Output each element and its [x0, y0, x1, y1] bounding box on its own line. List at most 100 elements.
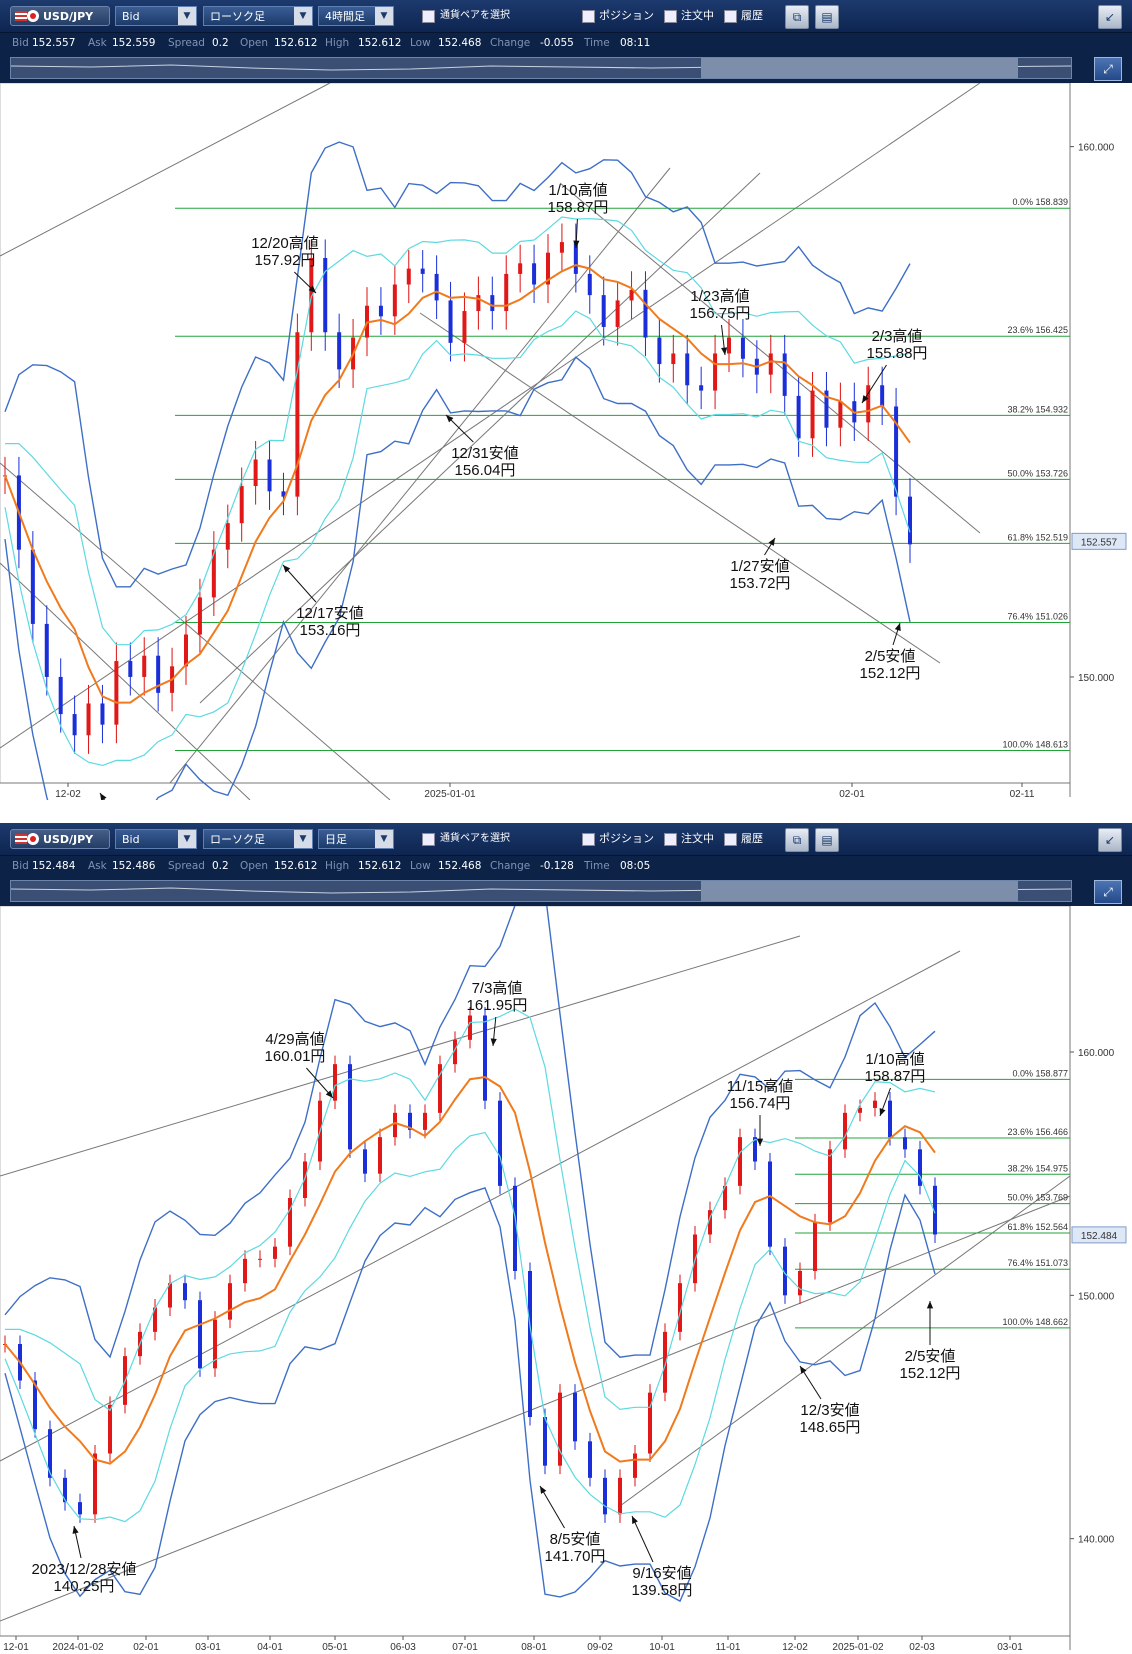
candle-body — [629, 289, 634, 301]
candle-body — [723, 1185, 727, 1211]
fibonacci-label: 38.2% 154.932 — [1007, 404, 1068, 414]
chart-area[interactable]: 160.000 150.000 12-02 2025-01-01 02-01 02-11 0… — [0, 82, 1132, 879]
timeframe-select[interactable]: 4時間足 ▼ — [318, 6, 394, 26]
annotation-date: 7/3高値 — [472, 980, 523, 997]
price-type-select[interactable]: Bid ▼ — [115, 6, 197, 26]
candle-body — [648, 1392, 652, 1454]
candle-body — [434, 273, 439, 301]
checkbox[interactable] — [582, 833, 595, 846]
annotation-arrowhead — [446, 415, 454, 423]
annotation-price: 156.75円 — [690, 305, 751, 322]
chart-type-select[interactable]: ローソク足 ▼ — [203, 829, 313, 849]
annotation-arrowhead — [926, 1301, 934, 1309]
chart-toolbar: USD/JPY Bid ▼ ローソク足 ▼ 日足 ▼ 通貨ペアを選択 ポジション 注文… — [0, 823, 1132, 856]
candle-body — [295, 332, 300, 497]
navigator-track[interactable] — [10, 57, 1072, 79]
fibonacci-label: 76.4% 151.026 — [1007, 612, 1068, 622]
annotation-date: 12/17安値 — [296, 605, 364, 622]
annotation-arrowhead — [72, 1526, 79, 1534]
currency-pair-button[interactable]: USD/JPY — [10, 6, 110, 26]
chart-window-icon[interactable]: ⧉ — [785, 828, 809, 852]
fibonacci-label: 76.4% 151.073 — [1007, 1258, 1068, 1268]
candle-body — [782, 353, 787, 396]
candle-body — [546, 252, 550, 285]
checkbox[interactable] — [664, 833, 677, 846]
orders-checkbox[interactable]: 注文中 — [664, 6, 724, 26]
timeframe-select[interactable]: 日足 ▼ — [318, 829, 394, 849]
annotation-date: 2023/12/28安値 — [31, 1561, 136, 1578]
select-pair-checkbox[interactable]: 通貨ペアを選択 — [422, 6, 552, 26]
annotation-date: 11/15高値 — [727, 1078, 793, 1095]
annotation-price: 156.04円 — [455, 462, 516, 479]
history-checkbox[interactable]: 履歴 — [724, 829, 774, 849]
collapse-icon[interactable]: ↙ — [1098, 5, 1122, 29]
navigator-window[interactable] — [701, 881, 1018, 901]
collapse-icon[interactable]: ↙ — [1098, 828, 1122, 852]
annotation-date: 12/31安値 — [451, 445, 519, 462]
expand-icon[interactable]: ⤢ — [1094, 57, 1122, 81]
fibonacci-label: 38.2% 154.975 — [1007, 1163, 1068, 1173]
x-tick-label: 11-01 — [716, 1642, 741, 1651]
bollinger-lower-2 — [4, 1187, 936, 1603]
annotation-arrowhead — [800, 1366, 807, 1374]
position-checkbox[interactable]: ポジション — [582, 6, 662, 26]
x-tick-label: 10-01 — [649, 1642, 675, 1651]
bid-value: 152.557 — [32, 37, 76, 49]
expand-icon[interactable]: ⤢ — [1094, 880, 1122, 904]
price-type-select[interactable]: Bid ▼ — [115, 829, 197, 849]
candle-body — [918, 1149, 922, 1186]
candle-body — [253, 459, 258, 487]
checkbox[interactable] — [724, 833, 737, 846]
candle-body — [543, 1417, 547, 1466]
select-pair-checkbox[interactable]: 通貨ペアを選択 — [422, 829, 552, 849]
chart-type-select[interactable]: ローソク足 ▼ — [203, 6, 313, 26]
fibonacci-label: 50.0% 153.769 — [1007, 1193, 1068, 1203]
candle-body — [813, 1222, 817, 1271]
annotation-price: 152.12円 — [860, 665, 921, 682]
candle-body — [843, 1112, 847, 1150]
checkbox[interactable] — [422, 833, 435, 846]
x-tick-label: 08-01 — [521, 1642, 547, 1651]
candle-body — [708, 1210, 712, 1235]
candle-body — [838, 401, 843, 428]
layout-icon[interactable]: ▤ — [815, 5, 839, 29]
annotation-price: 156.74円 — [730, 1095, 791, 1112]
fibonacci-label: 61.8% 152.564 — [1007, 1222, 1068, 1232]
price-chart-daily[interactable]: 160.000 150.000 140.000 12-01 2024-01-02 02-0… — [0, 861, 1132, 1653]
candle-body — [33, 1380, 37, 1430]
navigator-window[interactable] — [701, 58, 1018, 78]
candle-body — [798, 1271, 802, 1296]
candle-body — [768, 1161, 772, 1247]
chevron-down-icon: ▼ — [294, 830, 312, 848]
x-tick-label: 12-02 — [782, 1642, 808, 1651]
checkbox[interactable] — [422, 10, 435, 23]
candle-body — [476, 295, 481, 312]
orders-checkbox[interactable]: 注文中 — [664, 829, 724, 849]
annotation-arrowhead — [308, 285, 316, 293]
chart-area[interactable]: 160.000 150.000 140.000 12-01 2024-01-02 02-0… — [0, 861, 1132, 1653]
candle-body — [243, 1258, 247, 1284]
navigator-track[interactable] — [10, 880, 1072, 902]
candle-body — [633, 1453, 637, 1478]
price-chart-4h[interactable]: 160.000 150.000 12-02 2025-01-01 02-01 02-11 0… — [0, 82, 1132, 879]
chart-window-icon[interactable]: ⧉ — [785, 5, 809, 29]
candle-body — [183, 1283, 187, 1301]
low-value: 152.468 — [438, 860, 482, 872]
candle-body — [228, 1283, 232, 1320]
checkbox[interactable] — [664, 10, 677, 23]
currency-pair-button[interactable]: USD/JPY — [10, 829, 110, 849]
history-checkbox[interactable]: 履歴 — [724, 6, 774, 26]
annotation-date: 1/23高値 — [690, 288, 749, 305]
checkbox[interactable] — [582, 10, 595, 23]
candle-body — [423, 1112, 427, 1130]
candle-body — [86, 703, 91, 736]
candle-body — [406, 268, 411, 285]
x-tick-label: 06-03 — [390, 1642, 416, 1651]
open-value: 152.612 — [274, 37, 318, 49]
layout-icon[interactable]: ▤ — [815, 828, 839, 852]
checkbox[interactable] — [724, 10, 737, 23]
low-value: 152.468 — [438, 37, 482, 49]
annotation-date: 12/20高値 — [251, 235, 319, 252]
annotation-date: 12/3安値 — [800, 1402, 859, 1419]
position-checkbox[interactable]: ポジション — [582, 829, 662, 849]
